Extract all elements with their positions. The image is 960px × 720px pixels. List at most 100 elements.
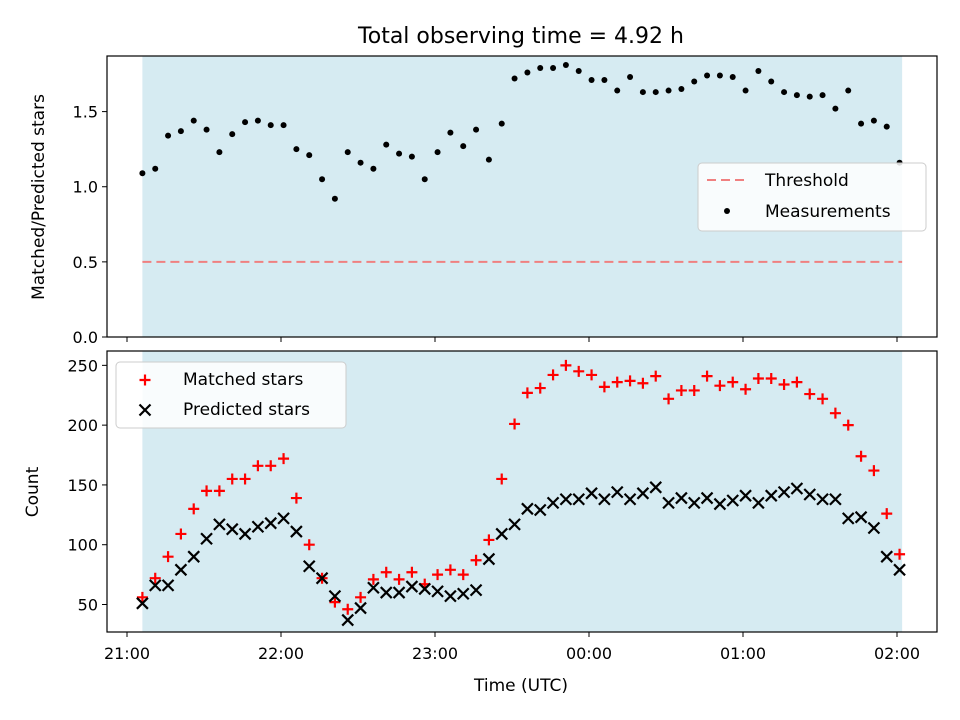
legend-bottom: Matched stars Predicted stars bbox=[115, 361, 347, 429]
legend-matched-swatch bbox=[139, 374, 151, 386]
matched-star-marker bbox=[265, 460, 277, 472]
matched-star-marker bbox=[868, 465, 880, 477]
legend-top-box bbox=[697, 162, 927, 232]
matched-star-marker bbox=[573, 365, 585, 377]
legend-top: Threshold Measurements bbox=[697, 162, 927, 232]
predicted-star-marker bbox=[726, 494, 740, 507]
measurement-point bbox=[781, 89, 788, 96]
measurement-point bbox=[331, 195, 338, 202]
matched-star-marker bbox=[226, 473, 238, 485]
predicted-star-marker bbox=[829, 492, 842, 506]
matched-star-marker bbox=[201, 485, 213, 497]
y-tick-label: 0.0 bbox=[73, 328, 98, 347]
matched-star-marker bbox=[149, 572, 161, 584]
measurement-point bbox=[665, 87, 672, 94]
matched-star-marker bbox=[663, 393, 675, 405]
x-tick-label: 22:00 bbox=[258, 644, 304, 663]
matched-star-marker bbox=[393, 573, 405, 585]
matched-star-marker bbox=[829, 407, 841, 419]
measurement-point bbox=[614, 87, 621, 94]
predicted-star-marker bbox=[790, 482, 804, 495]
measurement-point bbox=[139, 170, 146, 177]
matched-star-marker bbox=[740, 383, 752, 395]
measurement-point bbox=[768, 78, 775, 85]
matched-star-marker bbox=[778, 378, 790, 390]
measurement-point bbox=[562, 62, 569, 69]
predicted-star-marker bbox=[662, 496, 675, 510]
predicted-star-marker bbox=[495, 527, 509, 541]
measurement-point bbox=[704, 72, 711, 79]
matched-star-marker bbox=[278, 453, 290, 465]
measurement-point bbox=[716, 72, 723, 79]
matched-star-marker bbox=[136, 591, 148, 603]
predicted-star-marker bbox=[610, 485, 624, 499]
axes-frame-bottom bbox=[106, 350, 938, 633]
measurement-point bbox=[344, 149, 351, 156]
measurement-point bbox=[639, 89, 646, 96]
measurement-point bbox=[319, 176, 326, 183]
predicted-star-marker bbox=[302, 559, 316, 573]
matched-star-marker bbox=[367, 573, 379, 585]
matched-star-marker bbox=[842, 419, 854, 431]
matched-star-marker bbox=[444, 564, 456, 576]
y-ticks-top: 0.0 0.5 1.0 1.5 bbox=[73, 103, 107, 347]
measurement-point bbox=[652, 89, 659, 96]
y-axis-label-bottom: Count bbox=[23, 466, 43, 517]
measurement-point bbox=[511, 75, 518, 82]
predicted-star-marker bbox=[187, 550, 201, 563]
matched-star-marker bbox=[624, 375, 636, 387]
axes-frame-top bbox=[106, 55, 938, 338]
predicted-star-marker bbox=[136, 597, 149, 610]
measurement-point bbox=[177, 128, 184, 135]
predicted-star-marker bbox=[623, 492, 637, 506]
predicted-star-marker bbox=[636, 487, 650, 500]
matched-star-marker bbox=[855, 450, 867, 462]
measurement-point bbox=[229, 131, 236, 138]
matched-star-marker bbox=[329, 596, 341, 608]
predicted-star-marker bbox=[777, 485, 791, 499]
measurement-point bbox=[806, 93, 813, 100]
predicted-star-marker bbox=[867, 521, 881, 535]
legend-predicted-swatch bbox=[138, 403, 152, 417]
measurement-point bbox=[357, 159, 364, 166]
measurement-point bbox=[729, 74, 736, 81]
matched-star-marker bbox=[509, 418, 521, 430]
measurement-point bbox=[627, 74, 634, 81]
predicted-star-marker bbox=[251, 520, 265, 534]
y-tick-label: 250 bbox=[67, 356, 98, 375]
predicted-star-marker bbox=[431, 585, 444, 598]
matched-star-marker bbox=[804, 388, 816, 400]
measurement-point bbox=[280, 122, 287, 129]
measurement-point bbox=[165, 132, 172, 139]
matched-star-marker bbox=[290, 492, 302, 504]
predicted-star-marker bbox=[200, 532, 213, 546]
legend-predicted-label: Predicted stars bbox=[183, 400, 310, 420]
y-tick-label: 100 bbox=[67, 536, 98, 555]
predicted-star-marker bbox=[700, 491, 714, 505]
y-tick-label: 200 bbox=[67, 416, 98, 435]
measurement-point bbox=[152, 165, 159, 172]
measurement-point bbox=[293, 146, 300, 153]
matched-star-marker bbox=[894, 548, 906, 560]
matched-star-marker bbox=[213, 485, 225, 497]
predicted-star-marker bbox=[238, 527, 252, 541]
matched-star-marker bbox=[406, 566, 418, 578]
predicted-star-marker bbox=[264, 516, 278, 530]
measurement-point bbox=[242, 119, 249, 126]
predicted-star-marker bbox=[752, 496, 765, 510]
measurement-point bbox=[421, 176, 428, 183]
predicted-star-markers bbox=[136, 481, 906, 627]
legend-measurement-label: Measurements bbox=[765, 202, 891, 222]
matched-star-marker bbox=[727, 376, 739, 388]
predicted-star-marker bbox=[456, 587, 470, 601]
predicted-star-marker bbox=[418, 582, 432, 596]
matched-star-markers bbox=[136, 359, 906, 615]
predicted-star-marker bbox=[225, 522, 239, 536]
matched-star-marker bbox=[701, 370, 713, 382]
measurement-point bbox=[267, 122, 274, 129]
y-ticks-bottom: 50 100 150 200 250 bbox=[67, 356, 107, 614]
measurement-point bbox=[370, 165, 377, 172]
matched-star-marker bbox=[521, 387, 533, 399]
measurement-point bbox=[203, 126, 210, 133]
